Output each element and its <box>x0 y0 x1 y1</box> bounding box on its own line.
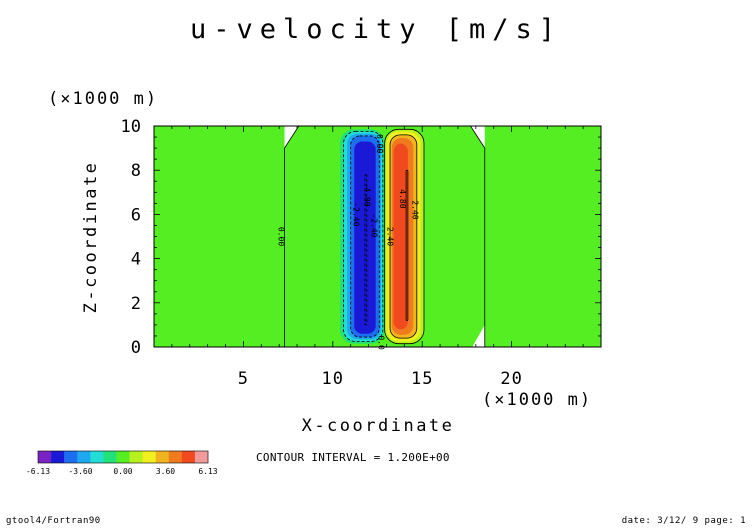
contour-labels: 0.00-2.40-4.80-2.400.002.404.802.400.0 <box>276 134 420 350</box>
colorbar-swatch <box>64 451 78 463</box>
x-tick-labels: 5 10 15 20 <box>238 369 522 389</box>
contour-label: 0.00 <box>375 134 384 153</box>
zero-contour-line <box>470 125 486 347</box>
colorbar-label: -3.60 <box>68 467 92 476</box>
colorbar-swatch <box>155 451 170 463</box>
colorbar-swatch <box>194 451 209 463</box>
x-tick-label: 20 <box>500 369 522 389</box>
x-axis-label: X-coordinate <box>302 416 455 436</box>
y-tick-label: 0 <box>131 338 141 358</box>
colorbar-swatch <box>168 451 183 463</box>
contour-label: 4.80 <box>398 189 407 208</box>
colorbar <box>37 450 209 464</box>
field-corner-gap <box>472 324 485 347</box>
contour-neg-core <box>364 174 368 326</box>
x-tick-label: 5 <box>238 369 249 389</box>
y-axis-unit: (×1000 m) <box>48 89 158 109</box>
axis-ticks <box>154 126 601 347</box>
contour-label: 2.40 <box>411 200 420 219</box>
colorbar-swatch <box>103 451 117 463</box>
contour-lines <box>284 125 486 347</box>
y-axis-label: Z-coordinate <box>81 161 101 314</box>
x-tick-label: 15 <box>411 369 433 389</box>
contour-label: 0.00 <box>276 227 285 246</box>
contour-pos-core <box>405 169 409 321</box>
band-neg-4 <box>354 141 376 334</box>
contour-label: -2.40 <box>352 202 361 226</box>
x-axis-unit: (×1000 m) <box>482 390 592 410</box>
velocity-field <box>154 126 601 347</box>
contour-neg-mid <box>350 135 380 338</box>
y-tick-labels: 0 2 4 6 8 10 <box>121 117 141 358</box>
contour-pos-outer <box>384 128 425 345</box>
x-tick-label: 10 <box>322 369 344 389</box>
colorbar-frame <box>37 450 209 464</box>
y-tick-label: 10 <box>121 117 141 137</box>
colorbar-labels: -6.13 -3.60 0.00 3.60 6.13 <box>26 467 218 476</box>
colorbar-swatch <box>38 451 52 463</box>
colorbar-swatch <box>142 451 156 463</box>
contour-label: -2.40 <box>369 213 378 237</box>
colorbar-label: -6.13 <box>26 467 50 476</box>
contour-label: 0.0 <box>377 335 386 350</box>
y-tick-label: 2 <box>131 294 141 314</box>
chart-title: u-velocity [m/s] <box>190 14 562 45</box>
colorbar-swatch <box>51 451 65 463</box>
contour-interval-text: CONTOUR INTERVAL = 1.200E+00 <box>256 451 450 464</box>
colorbar-swatch <box>116 451 130 463</box>
contour-label: -4.80 <box>362 182 371 206</box>
zero-contour-line <box>284 125 300 347</box>
colorbar-swatch <box>77 451 91 463</box>
y-tick-label: 4 <box>131 250 141 270</box>
colorbar-swatch <box>90 451 104 463</box>
contour-neg-outer <box>343 131 384 342</box>
band-pos-4 <box>393 143 408 330</box>
footer-left: gtool4/Fortran90 <box>6 516 101 526</box>
y-tick-label: 8 <box>131 161 141 181</box>
footer-right: date: 3/12/ 9 page: 1 <box>621 516 746 526</box>
colorbar-label: 3.60 <box>156 467 175 476</box>
colorbar-swatch <box>181 451 196 463</box>
colorbar-swatch <box>129 451 143 463</box>
y-tick-label: 6 <box>131 205 141 225</box>
contour-label: 2.40 <box>386 227 395 246</box>
contour-pos-mid <box>389 134 418 339</box>
colorbar-label: 0.00 <box>113 467 132 476</box>
colorbar-label: 6.13 <box>198 467 217 476</box>
